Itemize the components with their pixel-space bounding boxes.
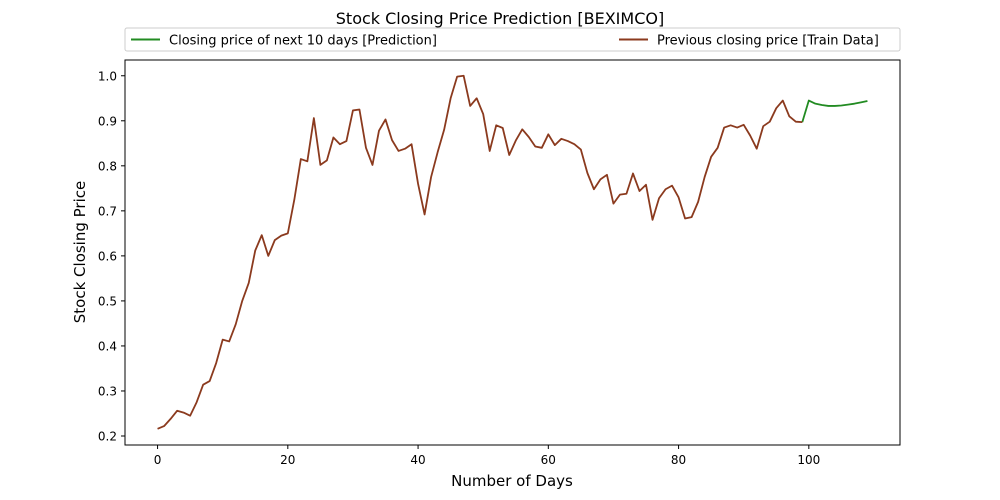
y-tick-label: 0.9 — [98, 114, 117, 128]
x-axis-label: Number of Days — [451, 472, 573, 490]
y-tick-label: 0.3 — [98, 384, 117, 398]
x-tick-label: 60 — [541, 453, 556, 467]
x-tick-label: 20 — [280, 453, 295, 467]
y-axis: 0.2 0.3 0.4 0.5 0.6 0.7 0.8 0.9 1.0 — [98, 69, 125, 443]
y-tick-label: 0.4 — [98, 339, 117, 353]
plot-area-frame — [124, 59, 901, 446]
x-tick-label: 0 — [154, 453, 162, 467]
series-layer — [157, 74, 868, 430]
legend-frame — [124, 27, 901, 52]
legend: Closing price of next 10 days [Predictio… — [124, 27, 901, 52]
x-tick-label: 80 — [671, 453, 686, 467]
series-line-prediction — [801, 99, 868, 123]
y-tick-label: 1.0 — [98, 69, 117, 83]
x-axis: 0 20 40 60 80 100 — [154, 445, 820, 467]
chart-title: Stock Closing Price Prediction [BEXIMCO] — [336, 9, 664, 28]
x-tick-label: 100 — [797, 453, 820, 467]
y-axis-label: Stock Closing Price — [71, 181, 89, 323]
y-tick-label: 0.7 — [98, 204, 117, 218]
legend-label-prediction: Closing price of next 10 days [Predictio… — [169, 34, 437, 49]
y-tick-label: 0.6 — [98, 249, 117, 263]
series-line-train-data — [157, 74, 803, 430]
legend-label-train-data: Previous closing price [Train Data] — [657, 34, 879, 49]
x-tick-label: 40 — [410, 453, 425, 467]
y-tick-label: 0.8 — [98, 159, 117, 173]
y-tick-label: 0.2 — [98, 429, 117, 443]
y-tick-label: 0.5 — [98, 294, 117, 308]
